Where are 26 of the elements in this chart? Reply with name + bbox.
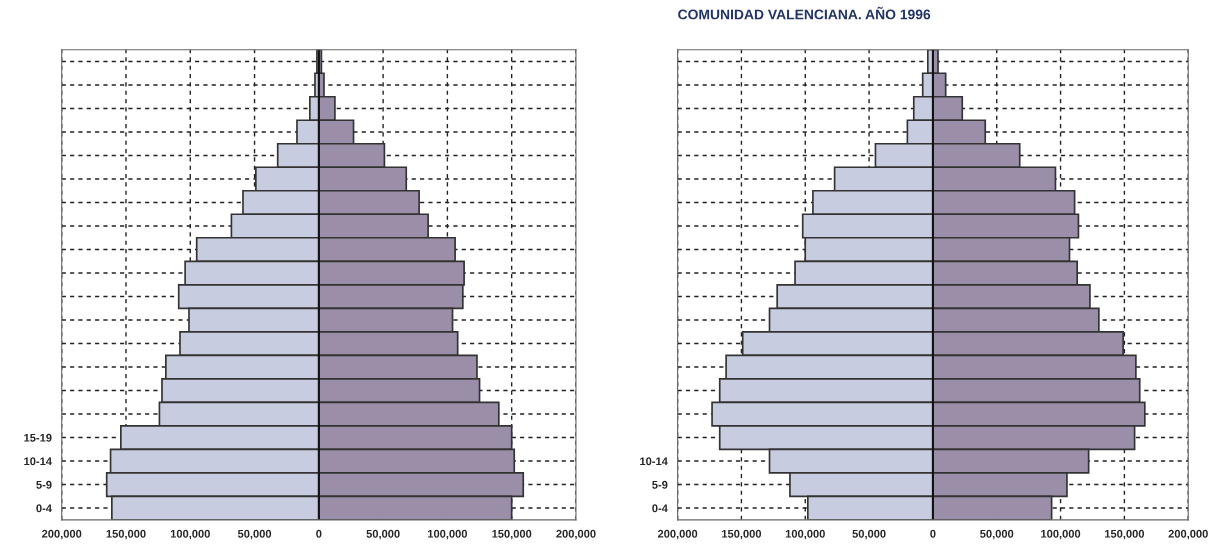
x-tick-label: 200,000	[657, 529, 698, 540]
x-tick-label: 50,000	[366, 529, 400, 540]
chart-title: COMUNIDAD VALENCIANA. AÑO 1996	[678, 6, 931, 20]
y-tick-label: 0-4	[36, 504, 52, 513]
y-tick-label: 10-14	[24, 457, 52, 466]
x-tick-label: 100,000	[428, 529, 468, 540]
x-tick-label: 150,000	[1105, 529, 1145, 540]
y-tick-label: 10-14	[640, 457, 668, 466]
y-tick-label: 5-9	[36, 480, 52, 489]
x-tick-label: 150,000	[722, 529, 762, 540]
x-tick-label: 100,000	[1041, 529, 1081, 540]
y-tick-label: 5-9	[652, 480, 668, 489]
x-tick-label: 0	[316, 529, 322, 538]
x-tick-label: 0	[930, 529, 936, 538]
x-tick-label: 150,000	[492, 529, 532, 540]
x-tick-label: 150,000	[106, 529, 146, 540]
y-tick-label: 0-4	[652, 504, 668, 513]
x-tick-label: 200,000	[42, 529, 82, 540]
x-tick-label: 100,000	[785, 529, 825, 540]
x-tick-label: 50,000	[852, 529, 886, 540]
x-tick-label: 50,000	[980, 529, 1014, 540]
x-tick-label: 100,000	[170, 529, 210, 540]
x-tick-label: 200,000	[1168, 529, 1208, 540]
x-tick-label: 200,000	[556, 529, 596, 540]
y-tick-label: 15-19	[24, 433, 52, 442]
x-tick-label: 50,000	[237, 529, 272, 540]
